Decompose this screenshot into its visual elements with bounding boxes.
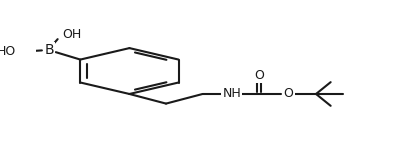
Text: OH: OH <box>62 28 81 41</box>
Text: O: O <box>283 87 293 100</box>
Text: B: B <box>44 43 54 57</box>
Text: HO: HO <box>0 45 16 58</box>
Text: NH: NH <box>222 87 241 100</box>
Text: O: O <box>254 69 264 82</box>
